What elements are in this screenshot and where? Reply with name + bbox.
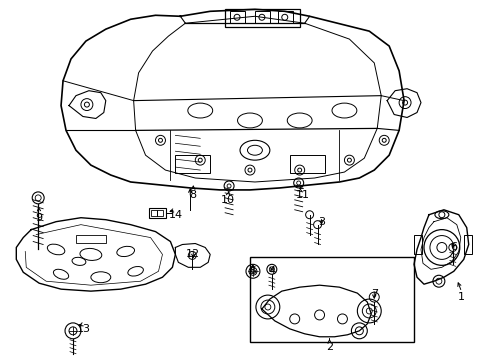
Text: 9: 9: [36, 213, 42, 223]
Text: 11: 11: [295, 190, 309, 200]
Bar: [148, 208, 166, 218]
Bar: [277, 11, 292, 23]
Bar: [413, 235, 421, 255]
Text: 5: 5: [249, 266, 256, 276]
Text: 2: 2: [325, 342, 332, 352]
Bar: [230, 11, 244, 23]
Text: 3: 3: [317, 217, 325, 227]
Text: 1: 1: [457, 292, 464, 302]
Bar: [76, 235, 105, 243]
Bar: [224, 9, 299, 27]
Bar: [150, 210, 156, 216]
Text: 4: 4: [268, 266, 275, 276]
Text: 10: 10: [221, 195, 235, 205]
Text: 7: 7: [370, 289, 377, 299]
Text: 14: 14: [168, 210, 182, 220]
Bar: [289, 155, 324, 173]
Bar: [254, 11, 269, 23]
Text: 12: 12: [186, 249, 200, 260]
Text: 6: 6: [449, 243, 456, 252]
Text: 8: 8: [189, 190, 197, 200]
Bar: [157, 210, 163, 216]
Bar: [175, 155, 210, 173]
Text: 13: 13: [77, 324, 91, 334]
Bar: [463, 235, 471, 255]
Bar: [249, 257, 413, 342]
